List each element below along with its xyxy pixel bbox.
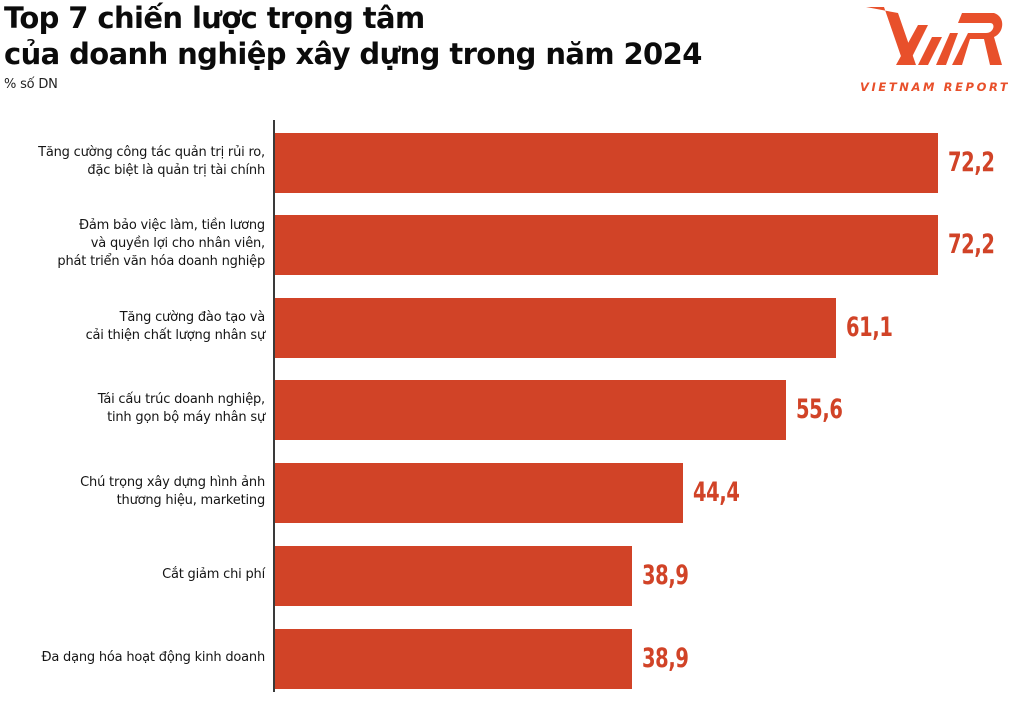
bar	[275, 629, 632, 689]
chart-subtitle: % số DN	[4, 77, 58, 92]
bar-value: 72,2	[948, 147, 995, 178]
bar-value: 61,1	[846, 312, 893, 343]
bar-label: Tái cấu trúc doanh nghiệp, tinh gọn bộ m…	[97, 392, 265, 425]
bar	[275, 298, 836, 358]
vnr-logo-icon: VIETNAM REPORT	[860, 7, 1008, 94]
bar-label: Tăng cường đào tạo và cải thiện chất lượ…	[85, 310, 266, 343]
bar-value: 55,6	[796, 394, 843, 425]
svg-text:VIETNAM REPORT: VIETNAM REPORT	[860, 80, 1008, 94]
bar	[275, 215, 938, 275]
chart-title-line-1: Top 7 chiến lược trọng tâm	[4, 1, 425, 35]
chart-title: Top 7 chiến lược trọng tâm của doanh ngh…	[4, 0, 702, 72]
bar-label: Đa dạng hóa hoạt động kinh doanh	[41, 650, 265, 665]
bar-label: Cắt giảm chi phí	[162, 567, 265, 582]
bar-label: Đảm bảo việc làm, tiền lương và quyền lợ…	[57, 218, 265, 269]
chart-title-line-2: của doanh nghiệp xây dựng trong năm 2024	[4, 37, 702, 71]
bar	[275, 380, 786, 440]
bar-value: 38,9	[642, 560, 689, 591]
bar-label: Chú trọng xây dựng hình ảnh thương hiệu,…	[80, 475, 265, 508]
vietnam-report-logo: VIETNAM REPORT	[858, 3, 1008, 95]
bar	[275, 463, 683, 523]
bar-value: 44,4	[693, 477, 740, 508]
bar	[275, 133, 938, 193]
bar-value: 38,9	[642, 643, 689, 674]
bar-label: Tăng cường công tác quản trị rủi ro, đặc…	[38, 145, 265, 178]
bar	[275, 546, 632, 606]
bar-value: 72,2	[948, 229, 995, 260]
y-axis-line	[273, 120, 275, 692]
